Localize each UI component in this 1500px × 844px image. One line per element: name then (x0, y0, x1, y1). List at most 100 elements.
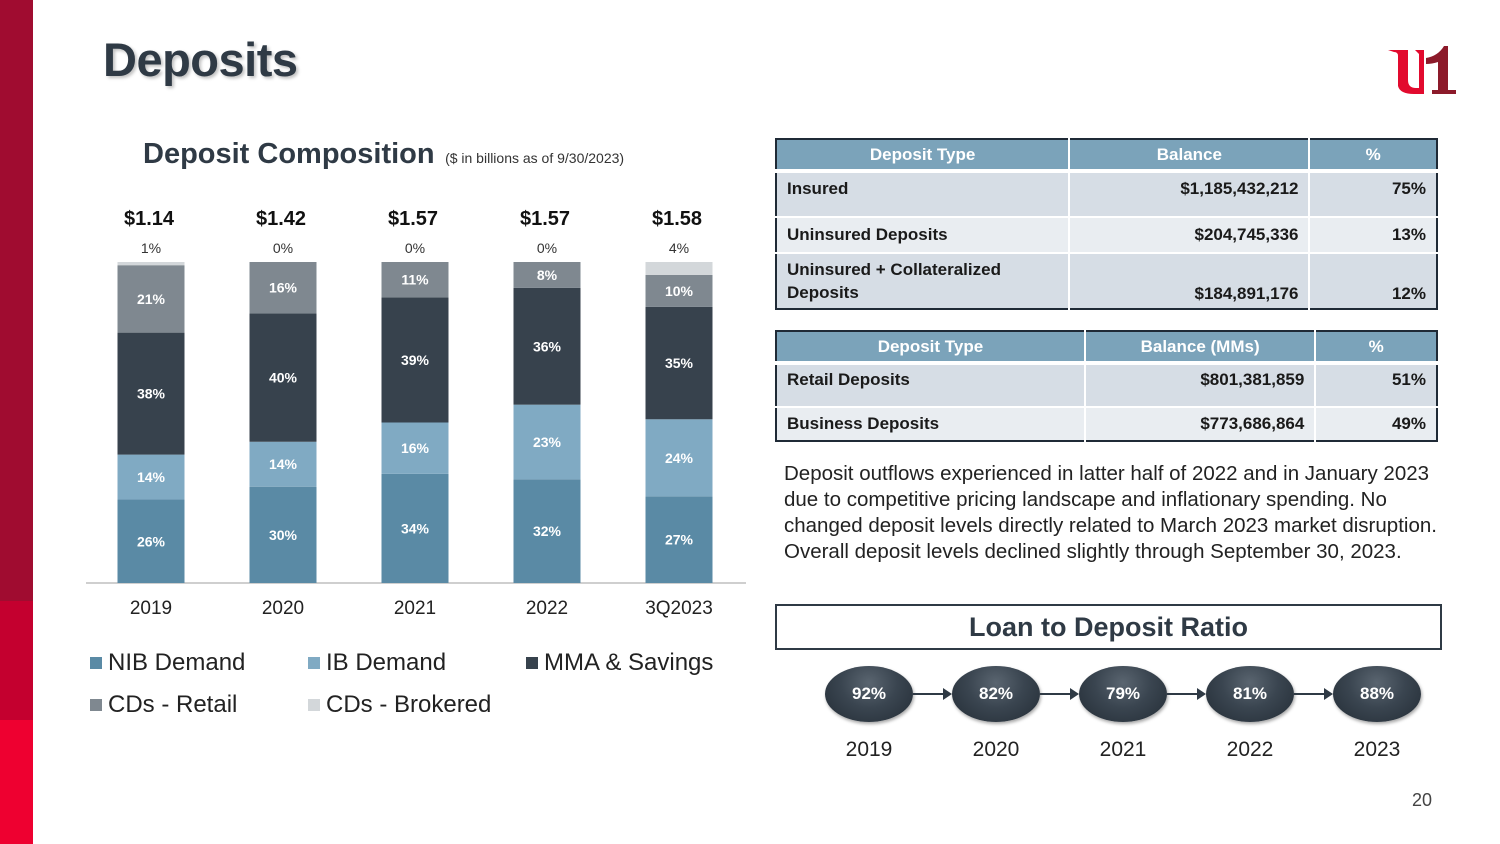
loan-to-deposit-timeline: 92% 2019 82% 2020 79% 2021 81% 2022 88% 2023 (825, 666, 1445, 776)
ratio-year-label: 2022 (1226, 738, 1274, 761)
table-row: Business Deposits $773,686,864 49% (776, 407, 1437, 441)
bar-segment-cds-retail (117, 265, 185, 333)
segment-data-label: 24% (665, 450, 694, 466)
ratio-node: 82% (952, 666, 1040, 722)
header-balance-mms: Balance (MMs) (1084, 331, 1317, 365)
segment-data-label: 34% (401, 520, 430, 536)
row-balance: $801,381,859 (1084, 363, 1317, 408)
chart-title-subtitle: ($ in billions as of 9/30/2023) (445, 150, 625, 166)
retail-business-deposits-table: Deposit Type Balance (MMs) % Retail Depo… (775, 330, 1438, 442)
bar-total-label: $1.14 (124, 208, 175, 230)
segment-data-label: 30% (269, 527, 298, 543)
segment-data-label: 26% (137, 533, 166, 549)
table-row: Uninsured + Collateralized Deposits $184… (776, 253, 1437, 309)
segment-data-label: 27% (665, 532, 694, 548)
chart-title: Deposit Composition ($ in billions as of… (143, 138, 624, 171)
segment-data-label: 14% (269, 456, 298, 472)
bar-segment-cds-brokered (117, 262, 185, 266)
x-tick-label: 2022 (526, 598, 568, 619)
ratio-year-label: 2019 (845, 738, 893, 761)
header-percent: % (1309, 139, 1437, 173)
segment-data-label: 38% (137, 386, 166, 402)
x-tick-label: 2021 (394, 598, 436, 619)
bar-segment-nib-demand (513, 479, 581, 583)
row-balance: $1,185,432,212 (1069, 171, 1311, 218)
arrow-right-icon (913, 688, 952, 700)
row-deposit-type: Retail Deposits (776, 363, 1086, 408)
legend-label: CDs - Brokered (326, 691, 492, 718)
bar-total-label: $1.42 (256, 208, 306, 230)
segment-data-label: 8% (537, 267, 558, 283)
side-bar-bright-segment (0, 720, 33, 844)
brokered-data-label: 0% (405, 240, 425, 256)
logo-1-shape (1426, 46, 1456, 94)
bar-segment-ib-demand (381, 422, 449, 474)
legend-item: NIB Demand (90, 649, 245, 677)
page-title: Deposits (103, 33, 298, 86)
row-percent: 49% (1315, 407, 1437, 441)
legend-label: NIB Demand (108, 649, 246, 676)
logo-u-shape (1388, 50, 1424, 94)
bar-total-label: $1.57 (388, 208, 438, 230)
legend-item: CDs - Retail (90, 691, 237, 719)
deposit-outflow-narrative: Deposit outflows experienced in latter h… (784, 462, 1437, 563)
insured-deposits-table: Deposit Type Balance % Insured $1,185,43… (775, 138, 1438, 310)
arrow-right-icon (1040, 688, 1079, 700)
x-tick-label: 3Q2023 (645, 598, 713, 619)
x-tick-label: 2019 (130, 598, 172, 619)
legend-item: IB Demand (308, 649, 446, 677)
segment-data-label: 39% (401, 352, 430, 368)
row-deposit-type: Uninsured Deposits (776, 217, 1071, 254)
arrow-right-icon (1294, 688, 1333, 700)
legend-swatch (90, 699, 102, 711)
legend-item: MMA & Savings (526, 649, 713, 677)
legend-swatch (308, 657, 320, 669)
segment-data-label: 14% (137, 469, 166, 485)
bar-segment-mma-savings (513, 287, 581, 405)
legend-swatch (308, 699, 320, 711)
side-bar-dark-segment (0, 0, 33, 601)
bar-segment-nib-demand (249, 486, 317, 583)
bar-segment-nib-demand (381, 473, 449, 583)
header-deposit-type: Deposit Type (776, 139, 1071, 173)
ratio-node: 81% (1206, 666, 1294, 722)
bar-segment-mma-savings (249, 313, 317, 442)
x-tick-label: 2020 (262, 598, 304, 619)
bar-segment-ib-demand (513, 404, 581, 480)
ratio-node: 79% (1079, 666, 1167, 722)
ratio-node: 92% (825, 666, 913, 722)
segment-data-label: 35% (665, 355, 694, 371)
segment-data-label: 11% (401, 272, 429, 288)
bar-segment-cds-retail (381, 262, 449, 298)
ratio-year-label: 2023 (1353, 738, 1401, 761)
bar-segment-cds-retail (513, 262, 581, 288)
header-percent: % (1315, 331, 1437, 365)
brokered-data-label: 0% (273, 240, 293, 256)
bar-segment-mma-savings (381, 297, 449, 423)
row-balance: $773,686,864 (1084, 407, 1317, 441)
ratio-node: 88% (1333, 666, 1421, 722)
legend-label: MMA & Savings (544, 649, 714, 676)
table-row: Insured $1,185,432,212 75% (776, 171, 1437, 218)
bar-segment-mma-savings (117, 332, 185, 455)
brokered-data-label: 4% (669, 240, 689, 256)
row-balance: $204,745,336 (1069, 217, 1311, 254)
bar-total-label: $1.58 (652, 208, 702, 230)
segment-data-label: 23% (533, 434, 562, 450)
row-percent: 75% (1309, 171, 1437, 218)
row-deposit-type: Business Deposits (776, 407, 1086, 441)
bar-segment-ib-demand (645, 419, 713, 497)
segment-data-label: 36% (533, 338, 562, 354)
bar-segment-ib-demand (249, 441, 317, 487)
row-balance: $184,891,176 (1069, 253, 1311, 309)
bar-segment-cds-retail (645, 274, 713, 307)
segment-data-label: 16% (401, 440, 430, 456)
ratio-year-label: 2021 (1099, 738, 1147, 761)
table-header-row: Deposit Type Balance % (776, 139, 1437, 173)
deposit-composition-chart: 26% 14% 38% 21% 1% $1.14 2019 30% 14% 40% 16% 0% $1.… (86, 208, 746, 619)
legend-swatch (90, 657, 102, 669)
header-deposit-type: Deposit Type (776, 331, 1086, 365)
side-bar-mid-segment (0, 601, 33, 720)
arrow-right-icon (1167, 688, 1206, 700)
segment-data-label: 10% (665, 283, 694, 299)
